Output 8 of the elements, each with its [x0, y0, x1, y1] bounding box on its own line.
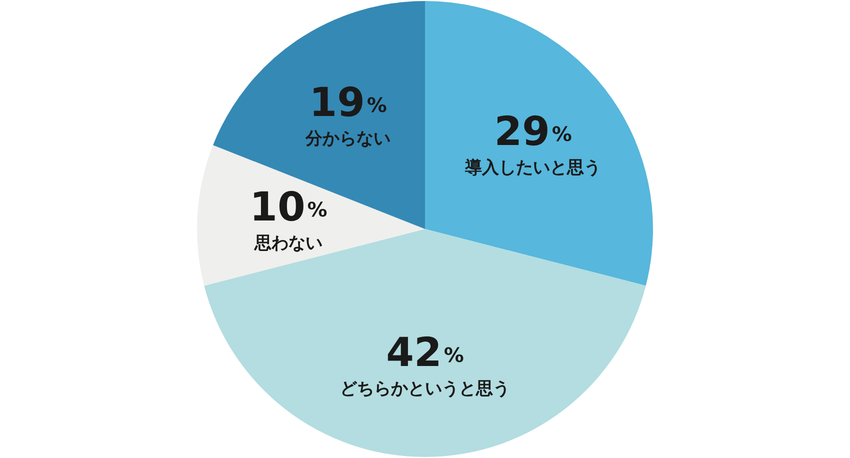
- slice-label: 思わない: [253, 233, 322, 254]
- data-label: 29%: [494, 109, 572, 156]
- data-label: 19%: [309, 80, 387, 126]
- data-label: 42%: [386, 330, 464, 376]
- slice-label: 導入したいと思う: [464, 158, 602, 178]
- slice-label: 分からない: [304, 128, 391, 149]
- slice-label: どちらかというと思う: [340, 378, 510, 399]
- data-label: 10%: [250, 184, 328, 230]
